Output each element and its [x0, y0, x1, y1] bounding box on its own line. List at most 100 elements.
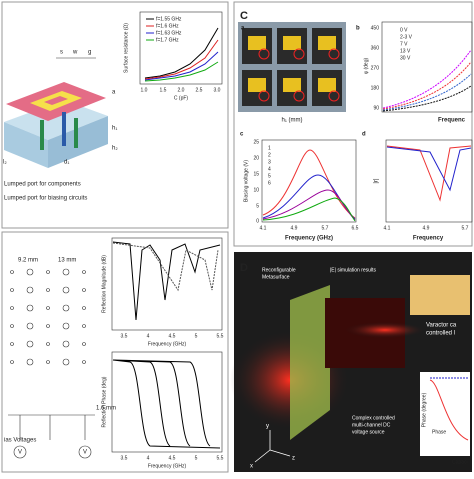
y-label: φ (deg)	[363, 58, 369, 75]
lattice-node	[82, 306, 86, 310]
curve	[144, 39, 219, 80]
source-label: ias Voltages	[4, 438, 36, 444]
x-tick: 4.1	[384, 225, 391, 231]
lattice-node	[26, 340, 34, 348]
curve	[144, 51, 219, 81]
y-tick: 5	[256, 203, 259, 209]
y-tick: 25	[253, 139, 259, 145]
y-label: Surface resistance (Ω)	[123, 23, 129, 73]
curve	[112, 359, 221, 449]
caption: controlled l	[426, 331, 455, 337]
inset-chart	[420, 372, 470, 456]
y-tick: 90	[373, 105, 379, 111]
y-tick: 360	[371, 45, 380, 51]
x-tick: 4.5	[169, 455, 176, 461]
lattice-node	[46, 324, 50, 328]
y-label: |r|	[374, 178, 380, 184]
axes	[381, 21, 473, 113]
lattice-node	[62, 340, 70, 348]
lattice-node	[46, 288, 50, 292]
dimension-label: l₂	[3, 160, 7, 166]
x-tick: 5.7	[322, 225, 329, 231]
lattice	[10, 268, 86, 366]
legend-entry: f=1.6 GHz	[156, 23, 179, 29]
dimension-label: w	[72, 50, 78, 56]
legend-entry: 13 V	[400, 48, 411, 54]
y-tick: 0	[256, 218, 259, 224]
lattice-node	[26, 358, 34, 366]
panel-label: C	[240, 10, 248, 22]
lattice-node	[10, 270, 14, 274]
x-label: Frequency (GHz)	[148, 463, 187, 469]
dimension-label: h₁	[112, 126, 117, 132]
chip-pad	[248, 36, 266, 50]
x-tick: 2.0	[178, 87, 185, 93]
x-label: Frequency (GHz)	[148, 341, 187, 347]
dimension-label: g	[88, 50, 91, 56]
dimension-label: 13 mm	[58, 258, 76, 264]
legend-entry: 2	[268, 152, 271, 158]
x-tick: 5.7	[462, 225, 469, 231]
panel-c: C a h₁ (mm) b φ (deg) 450 360 270 180 90…	[233, 1, 473, 247]
lattice-node	[82, 270, 86, 274]
chip-pad	[248, 78, 266, 92]
dimension-label: a	[112, 90, 116, 96]
chip-port	[328, 48, 340, 60]
lattice-node	[62, 322, 70, 330]
legend-entry: 5	[268, 173, 271, 179]
chip-port	[258, 90, 270, 102]
legend-entry: 7 V	[400, 41, 408, 47]
source	[13, 445, 27, 459]
sub-label: a	[241, 26, 245, 32]
sub-label: b	[356, 26, 360, 32]
curve	[382, 73, 472, 111]
y-tick: 450	[371, 25, 380, 31]
y-tick: 10	[253, 187, 259, 193]
x-label: C (pF)	[174, 95, 189, 101]
axes	[111, 351, 223, 453]
x-tick: 4.9	[423, 225, 430, 231]
lattice-node	[26, 304, 34, 312]
lattice-node	[26, 286, 34, 294]
caption: |E| simulation results	[330, 267, 376, 273]
lattice-node	[46, 342, 50, 346]
source-symbol: V	[18, 450, 22, 456]
lattice-node	[10, 306, 14, 310]
curve	[144, 61, 219, 82]
dimension-label: h₂	[112, 146, 118, 152]
x-label: h₁ (mm)	[281, 118, 302, 124]
via	[40, 120, 44, 150]
lattice-node	[10, 360, 14, 364]
curve	[382, 85, 472, 112]
lattice-node	[46, 270, 50, 274]
legend-entry: 4	[268, 166, 271, 172]
x-tick: 5.5	[217, 455, 224, 461]
lattice-node	[82, 288, 86, 292]
chip-port	[293, 48, 305, 60]
via	[74, 118, 78, 148]
y-tick: 270	[371, 65, 380, 71]
inner-slot	[44, 96, 68, 105]
legend-entry: 3	[268, 159, 271, 165]
lattice-node	[62, 304, 70, 312]
legend-entry: 6	[268, 180, 271, 186]
y-tick: 20	[253, 155, 259, 161]
axes	[385, 139, 473, 223]
axis-name: y	[266, 424, 269, 430]
x-tick: 5	[195, 455, 198, 461]
curve	[429, 379, 469, 441]
lattice-node	[82, 342, 86, 346]
legend-entry: 2-3 V	[400, 34, 413, 40]
inset-axes	[139, 11, 223, 85]
lattice-node	[46, 360, 50, 364]
caption: Complex controlled	[352, 415, 395, 421]
substrate-side	[4, 122, 48, 168]
lattice-node	[82, 324, 86, 328]
sub-label: d	[362, 132, 366, 138]
legend-entry: 1	[268, 145, 271, 151]
curve	[112, 242, 219, 292]
lattice-node	[62, 268, 70, 276]
x-tick: 1.5	[160, 87, 167, 93]
x-label: Frequency	[413, 236, 444, 242]
